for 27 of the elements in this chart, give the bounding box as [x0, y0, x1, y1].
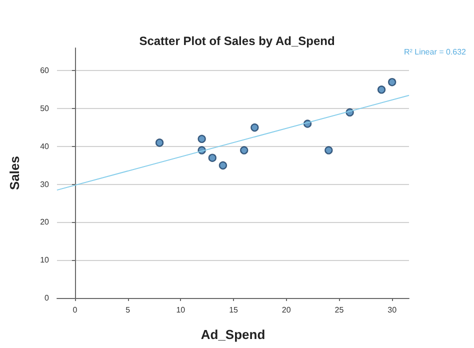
y-tick-label: 40: [40, 142, 50, 151]
y-tick-label: 60: [40, 66, 50, 76]
y-tick-label: 30: [40, 180, 50, 189]
point: [250, 123, 259, 132]
point: [324, 146, 333, 154]
y-tick-label: 10: [40, 256, 50, 265]
point: [388, 78, 396, 86]
point: [218, 161, 228, 170]
point: [377, 86, 386, 94]
point: [155, 138, 164, 147]
x-tick-label: 15: [229, 306, 239, 314]
x-tick-label: 10: [176, 306, 186, 314]
point: [240, 146, 248, 154]
x-tick-label: 20: [282, 306, 292, 314]
y-axis-title: Sales: [7, 156, 22, 190]
y-tick-label: 20: [40, 218, 50, 227]
point: [208, 154, 216, 162]
x-tick-label: 25: [334, 306, 344, 314]
annotation: R² Linear = 0.632: [404, 48, 467, 56]
point: [198, 134, 206, 144]
y-tick-label: 50: [40, 104, 50, 114]
x-tick-label: 0: [72, 306, 78, 314]
y-tick-label: 0: [44, 294, 50, 302]
x-axis-title: Ad_Spend: [200, 327, 266, 342]
chart-title: Scatter Plot of Sales by Ad_Spend: [139, 34, 335, 48]
x-tick-label: 5: [126, 306, 131, 314]
x-tick-label: 30: [388, 306, 398, 314]
